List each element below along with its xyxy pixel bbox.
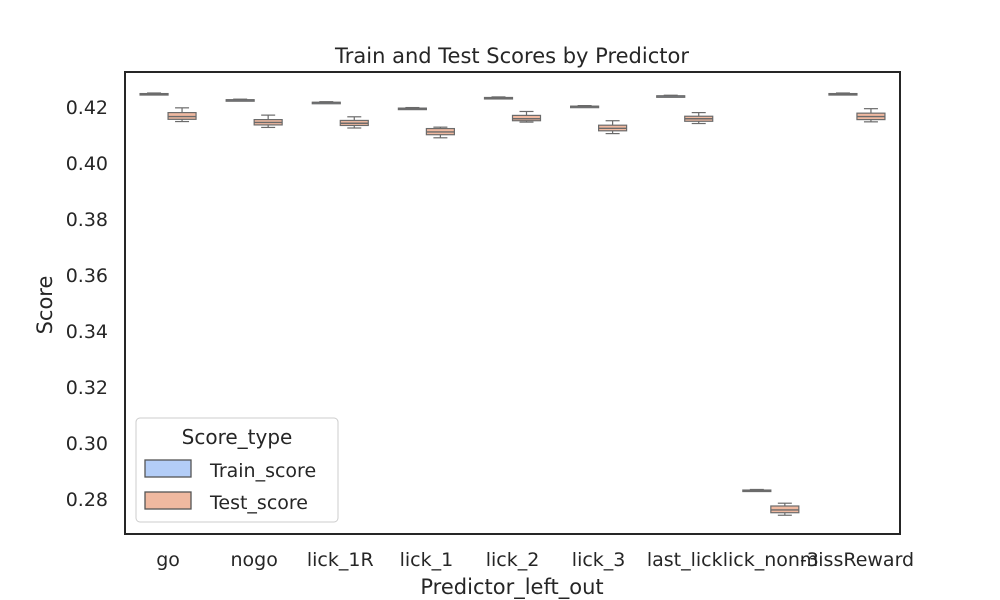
box-train-score xyxy=(828,92,858,96)
box-test-score xyxy=(856,108,886,123)
box-test-score xyxy=(598,120,628,135)
chart-title: Train and Test Scores by Predictor xyxy=(334,44,689,68)
x-tick-label: lick_1 xyxy=(400,549,454,571)
x-tick-label: last_lick xyxy=(647,549,723,571)
y-axis-ticks: 0.28 0.30 0.32 0.34 0.36 0.38 0.40 0.42 xyxy=(66,97,108,511)
y-tick-label: 0.32 xyxy=(66,377,108,399)
legend-swatch-train xyxy=(144,459,192,478)
box-train-score xyxy=(225,98,255,102)
x-tick-label: lick_1R xyxy=(307,549,374,571)
x-tick-label: nogo xyxy=(230,549,277,571)
y-tick-label: 0.34 xyxy=(66,321,108,343)
x-tick-label: lick_2 xyxy=(486,549,540,571)
y-tick-label: 0.30 xyxy=(66,433,108,455)
legend-title: Score_type xyxy=(182,425,293,449)
y-axis-label: Score xyxy=(33,276,57,335)
legend-label-train: Train_score xyxy=(209,460,316,482)
y-tick-label: 0.38 xyxy=(66,209,108,231)
x-tick-label: go xyxy=(156,549,180,571)
box-test-score xyxy=(684,111,714,125)
legend-label-test: Test_score xyxy=(209,492,308,514)
box-train-score xyxy=(397,106,427,111)
y-tick-label: 0.42 xyxy=(66,97,108,119)
box-test-score xyxy=(425,126,455,139)
iqr-box xyxy=(511,114,542,122)
box-train-score xyxy=(656,94,686,98)
x-tick-label: missReward xyxy=(800,549,914,571)
y-tick-label: 0.40 xyxy=(66,153,108,175)
box-test-score xyxy=(339,116,369,129)
x-tick-label: lick_3 xyxy=(572,549,626,571)
legend: Score_type Train_score Test_score xyxy=(135,417,339,523)
box-test-score xyxy=(253,114,283,129)
box-train-score xyxy=(311,101,341,105)
x-axis-ticks: go nogo lick_1R lick_1 lick_2 lick_3 last_lick… xyxy=(156,549,914,571)
box-train-score xyxy=(483,96,514,100)
x-tick-label: lick_non-3 xyxy=(723,549,819,571)
y-tick-label: 0.28 xyxy=(66,489,108,511)
plot-area xyxy=(139,92,886,516)
box-test-score xyxy=(770,502,800,516)
x-axis-label: Predictor_left_out xyxy=(420,575,603,600)
box-test-score xyxy=(167,107,197,123)
y-tick-label: 0.36 xyxy=(66,265,108,287)
box-train-score xyxy=(139,92,169,96)
legend-swatch-test xyxy=(144,491,192,510)
box-train-score xyxy=(570,104,600,109)
plot-frame xyxy=(124,71,901,535)
box-train-score xyxy=(742,488,772,493)
box-test-score xyxy=(511,110,542,123)
